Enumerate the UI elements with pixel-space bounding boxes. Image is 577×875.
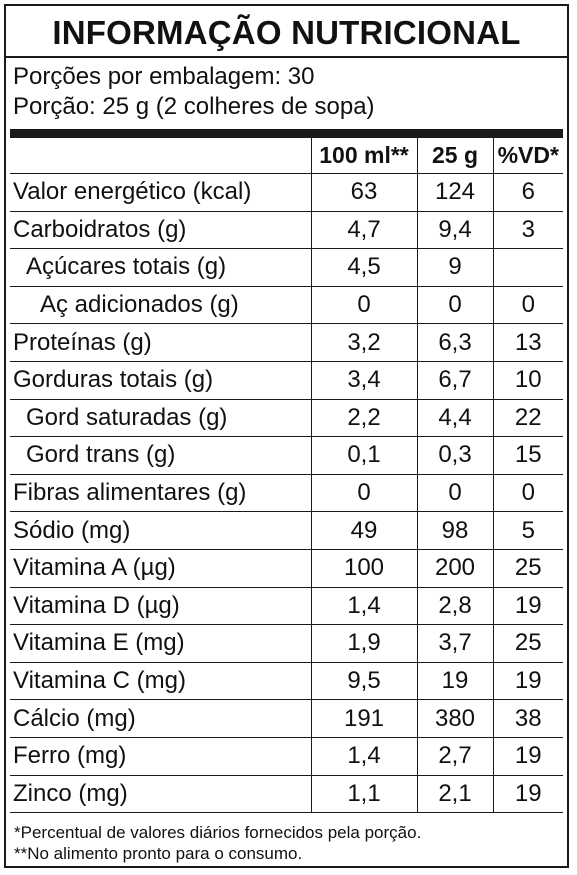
serving-info: Porções por embalagem: 30 Porção: 25 g (… — [6, 62, 567, 122]
value-per-100ml: 4,5 — [310, 248, 418, 287]
table-row: Vitamina D (µg) 1,4 2,8 19 — [10, 586, 563, 626]
value-per-25g: 0 — [416, 285, 494, 325]
value-per-100ml: 49 — [310, 511, 418, 550]
value-per-100ml: 3,4 — [310, 360, 418, 400]
value-per-25g: 0 — [416, 473, 494, 513]
value-per-25g: 9 — [416, 248, 494, 287]
servings-per-package: Porções por embalagem: 30 — [13, 63, 315, 90]
daily-value: 3 — [492, 210, 563, 250]
daily-value: 0 — [492, 285, 563, 325]
value-per-25g: 124 — [416, 173, 494, 212]
table-row: Vitamina A (µg) 100 200 25 — [10, 548, 563, 588]
nutrient-name: Vitamina E (mg) — [10, 624, 312, 663]
table-row: Sódio (mg) 49 98 5 — [10, 511, 563, 550]
value-per-25g: 6,3 — [416, 323, 494, 362]
table-row: Gord saturadas (g) 2,2 4,4 22 — [10, 398, 563, 438]
daily-value: 19 — [492, 661, 563, 701]
daily-value: 19 — [492, 736, 563, 776]
value-per-25g: 2,1 — [416, 774, 494, 814]
table-row: Vitamina C (mg) 9,5 19 19 — [10, 661, 563, 701]
nutrient-name: Fibras alimentares (g) — [10, 473, 312, 513]
nutrient-name: Zinco (mg) — [10, 774, 312, 814]
nutrient-name: Carboidratos (g) — [10, 210, 312, 250]
nutrient-name: Gord trans (g) — [10, 436, 312, 475]
value-per-100ml: 1,9 — [310, 624, 418, 663]
value-per-25g: 19 — [416, 661, 494, 701]
footnote-ready-to-eat: **No alimento pronto para o consumo. — [14, 844, 303, 863]
footnotes: *Percentual de valores diários fornecido… — [14, 822, 421, 864]
value-per-100ml: 1,4 — [310, 736, 418, 776]
nutrient-name: Vitamina D (µg) — [10, 586, 312, 626]
value-per-25g: 200 — [416, 548, 494, 588]
value-per-25g: 2,8 — [416, 586, 494, 626]
table-row: Fibras alimentares (g) 0 0 0 — [10, 473, 563, 513]
table-row: Zinco (mg) 1,1 2,1 19 — [10, 774, 563, 814]
value-per-100ml: 3,2 — [310, 323, 418, 362]
daily-value — [492, 248, 563, 287]
value-per-100ml: 0 — [310, 473, 418, 513]
nutrient-name: Valor energético (kcal) — [10, 173, 312, 212]
value-per-100ml: 4,7 — [310, 210, 418, 250]
daily-value: 15 — [492, 436, 563, 475]
daily-value: 22 — [492, 398, 563, 438]
label-title: INFORMAÇÃO NUTRICIONAL — [6, 6, 567, 58]
daily-value: 25 — [492, 548, 563, 588]
header-per-100ml: 100 ml** — [310, 133, 418, 174]
value-per-100ml: 100 — [310, 548, 418, 588]
table-row: Aç adicionados (g) 0 0 0 — [10, 285, 563, 325]
value-per-100ml: 63 — [310, 173, 418, 212]
header-daily-value: %VD* — [492, 133, 563, 174]
table-row: Açúcares totais (g) 4,5 9 — [10, 248, 563, 287]
table-row: Cálcio (mg) 191 380 38 — [10, 699, 563, 738]
nutrient-name: Cálcio (mg) — [10, 699, 312, 738]
value-per-100ml: 1,4 — [310, 586, 418, 626]
daily-value: 5 — [492, 511, 563, 550]
value-per-25g: 9,4 — [416, 210, 494, 250]
table-row: Gorduras totais (g) 3,4 6,7 10 — [10, 360, 563, 400]
value-per-100ml: 9,5 — [310, 661, 418, 701]
daily-value: 6 — [492, 173, 563, 212]
table-row: Gord trans (g) 0,1 0,3 15 — [10, 436, 563, 475]
value-per-100ml: 191 — [310, 699, 418, 738]
table-row: Carboidratos (g) 4,7 9,4 3 — [10, 210, 563, 250]
nutrient-name: Gorduras totais (g) — [10, 360, 312, 400]
nutrition-facts-label: INFORMAÇÃO NUTRICIONAL Porções por embal… — [4, 4, 569, 868]
header-per-25g: 25 g — [416, 133, 494, 174]
nutrition-table: 100 ml** 25 g %VD* Valor energético (kca… — [10, 129, 563, 814]
value-per-100ml: 2,2 — [310, 398, 418, 438]
nutrient-name: Açúcares totais (g) — [10, 248, 312, 287]
nutrient-name: Vitamina A (µg) — [10, 548, 312, 588]
value-per-100ml: 1,1 — [310, 774, 418, 814]
value-per-100ml: 0 — [310, 285, 418, 325]
table-row: Proteínas (g) 3,2 6,3 13 — [10, 323, 563, 362]
table-row: Ferro (mg) 1,4 2,7 19 — [10, 736, 563, 776]
daily-value: 19 — [492, 774, 563, 814]
value-per-25g: 98 — [416, 511, 494, 550]
daily-value: 25 — [492, 624, 563, 663]
serving-size: Porção: 25 g (2 colheres de sopa) — [13, 93, 375, 120]
daily-value: 38 — [492, 699, 563, 738]
nutrient-name: Gord saturadas (g) — [10, 398, 312, 438]
daily-value: 10 — [492, 360, 563, 400]
nutrient-name: Ferro (mg) — [10, 736, 312, 776]
table-row: Valor energético (kcal) 63 124 6 — [10, 173, 563, 212]
nutrient-name: Aç adicionados (g) — [10, 285, 312, 325]
value-per-25g: 3,7 — [416, 624, 494, 663]
table-header-row: 100 ml** 25 g %VD* — [10, 133, 563, 174]
value-per-25g: 380 — [416, 699, 494, 738]
value-per-25g: 4,4 — [416, 398, 494, 438]
nutrient-name: Proteínas (g) — [10, 323, 312, 362]
header-nutrient — [10, 133, 312, 174]
table-row: Vitamina E (mg) 1,9 3,7 25 — [10, 624, 563, 663]
value-per-25g: 0,3 — [416, 436, 494, 475]
daily-value: 19 — [492, 586, 563, 626]
value-per-100ml: 0,1 — [310, 436, 418, 475]
nutrient-name: Vitamina C (mg) — [10, 661, 312, 701]
nutrient-name: Sódio (mg) — [10, 511, 312, 550]
daily-value: 13 — [492, 323, 563, 362]
value-per-25g: 2,7 — [416, 736, 494, 776]
footnote-daily-value: *Percentual de valores diários fornecido… — [14, 823, 422, 842]
value-per-25g: 6,7 — [416, 360, 494, 400]
daily-value: 0 — [492, 473, 563, 513]
